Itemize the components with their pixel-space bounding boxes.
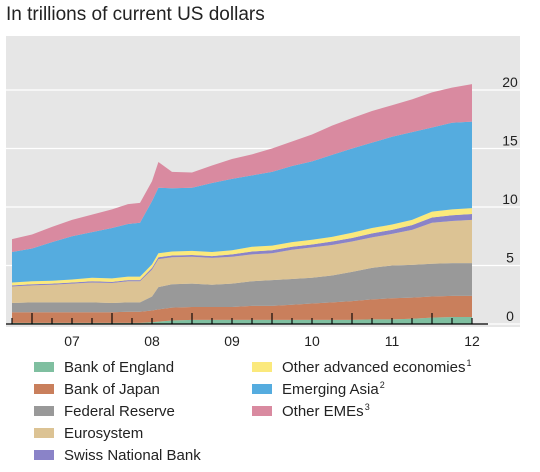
legend-footnote-marker: 1 [466,358,472,368]
x-tick-label: 10 [304,333,320,349]
y-tick-label: 0 [506,308,514,324]
y-tick-label: 10 [502,191,518,207]
legend-swatch [252,362,272,372]
chart-svg: 0 5 10 15 20 07 08 09 10 11 12 [6,36,520,349]
area-emerging-asia [12,121,472,283]
y-tick-label: 15 [502,133,518,149]
legend-swatch [252,406,272,416]
legend-swatch [34,384,54,394]
legend-footnote-marker: 2 [379,380,385,390]
legend-label: Bank of England [64,358,175,376]
y-tick-label: 5 [506,250,514,266]
x-tick-label: 09 [224,333,240,349]
area-other-emes [12,84,472,253]
area-bank-of-england [12,316,472,324]
legend-label: Federal Reserve [64,402,175,420]
legend-swatch [34,362,54,372]
stacked-areas [12,84,472,324]
legend-swatch [34,450,54,460]
legend-swatch [34,406,54,416]
legend-swatch [252,384,272,394]
area-swiss-national-bank [12,214,472,287]
area-other-advanced-economies [12,208,472,286]
legend-label: Other EMEs3 [282,402,370,420]
legend: Bank of England Bank of Japan Federal Rese… [34,356,534,468]
legend-item-federal-reserve: Federal Reserve [34,400,175,422]
area-eurosystem [12,219,472,303]
area-federal-reserve [12,263,472,313]
area-bank-of-japan [12,295,472,323]
legend-item-bank-of-japan: Bank of Japan [34,378,160,400]
x-tick-label: 08 [144,333,160,349]
legend-label: Emerging Asia2 [282,380,385,398]
legend-label: Eurosystem [64,424,144,442]
x-tick-label: 07 [64,333,80,349]
x-tick-label: 12 [464,333,480,349]
legend-item-eurosystem: Eurosystem [34,422,143,444]
x-tick-label: 11 [385,333,400,349]
legend-item-swiss-national-bank: Swiss National Bank [34,444,201,466]
legend-label: Swiss National Bank [64,446,201,464]
axes: 0 5 10 15 20 07 08 09 10 11 12 [6,74,518,349]
legend-item-emerging-asia: Emerging Asia2 [252,378,385,400]
legend-label: Other advanced economies1 [282,358,472,376]
legend-item-other-advanced-economies: Other advanced economies1 [252,356,471,378]
legend-swatch [34,428,54,438]
chart-title: In trillions of current US dollars [6,4,265,25]
legend-item-bank-of-england: Bank of England [34,356,174,378]
y-tick-label: 20 [502,74,518,90]
legend-footnote-marker: 3 [364,402,370,412]
legend-label: Bank of Japan [64,380,160,398]
legend-item-other-emes: Other EMEs3 [252,400,370,422]
